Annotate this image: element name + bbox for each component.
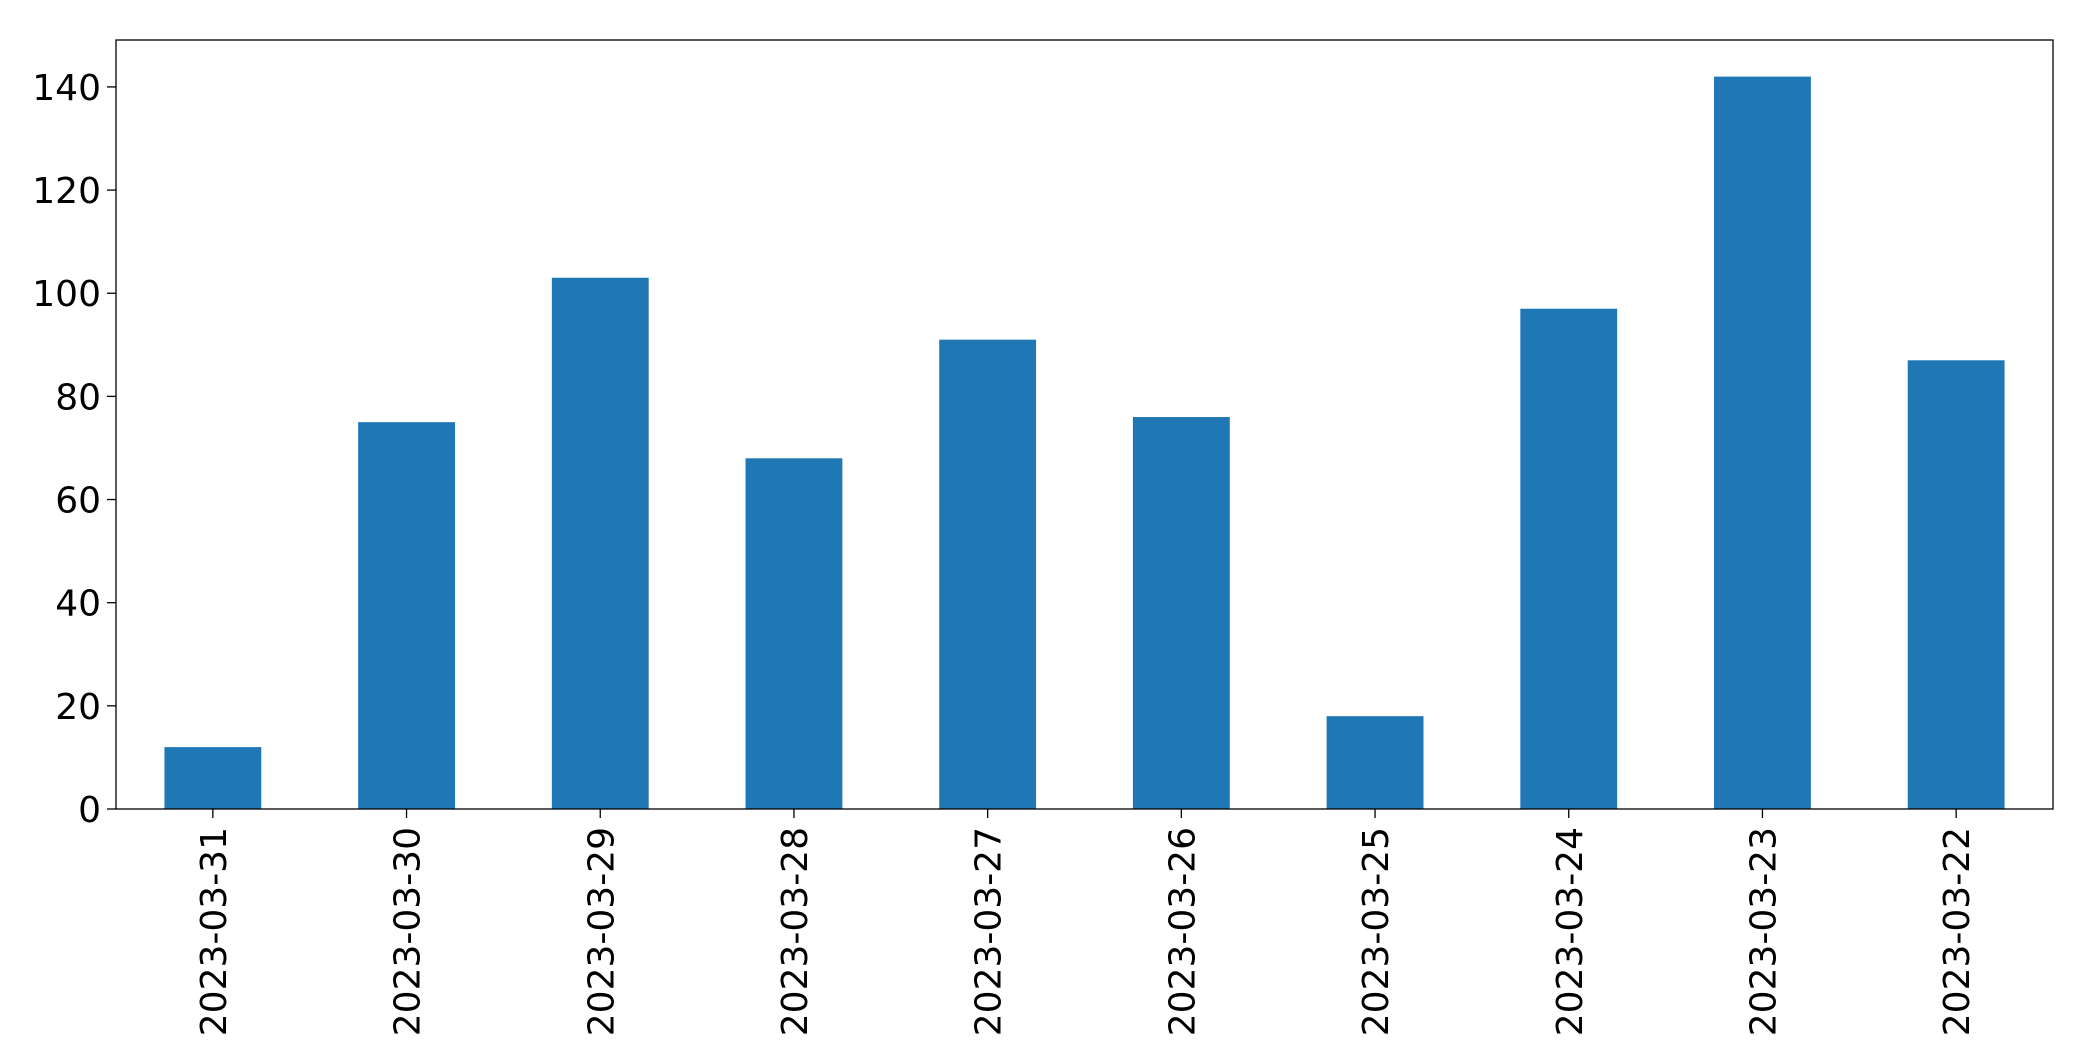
x-tick-label: 2023-03-27 bbox=[969, 827, 1010, 1036]
bar bbox=[551, 277, 649, 809]
y-tick-label: 80 bbox=[55, 377, 101, 418]
y-tick-label: 20 bbox=[55, 687, 101, 728]
y-tick-label: 140 bbox=[32, 68, 101, 109]
y-tick-label: 60 bbox=[55, 481, 101, 522]
bar bbox=[1132, 417, 1230, 809]
x-tick-label: 2023-03-31 bbox=[194, 827, 235, 1036]
x-tick-label: 2023-03-25 bbox=[1356, 827, 1397, 1036]
x-tick-label: 2023-03-29 bbox=[581, 827, 622, 1036]
x-tick-label: 2023-03-24 bbox=[1550, 827, 1591, 1036]
y-tick-label: 0 bbox=[78, 790, 101, 831]
bar bbox=[1326, 716, 1424, 809]
bar bbox=[1520, 308, 1618, 809]
y-tick-label: 100 bbox=[32, 274, 101, 315]
bar bbox=[1907, 360, 2005, 809]
bar bbox=[745, 458, 843, 809]
bar bbox=[164, 747, 262, 809]
y-tick-label: 120 bbox=[32, 171, 101, 212]
bar bbox=[1714, 76, 1811, 810]
y-tick-label: 40 bbox=[55, 584, 101, 625]
x-tick-label: 2023-03-26 bbox=[1162, 827, 1203, 1036]
x-tick-label: 2023-03-30 bbox=[388, 827, 429, 1036]
bar bbox=[939, 339, 1037, 809]
bar bbox=[358, 422, 455, 809]
x-tick-label: 2023-03-23 bbox=[1743, 827, 1784, 1036]
x-tick-label: 2023-03-28 bbox=[775, 827, 816, 1036]
plot-frame bbox=[115, 39, 2054, 810]
x-tick-label: 2023-03-22 bbox=[1937, 827, 1978, 1036]
